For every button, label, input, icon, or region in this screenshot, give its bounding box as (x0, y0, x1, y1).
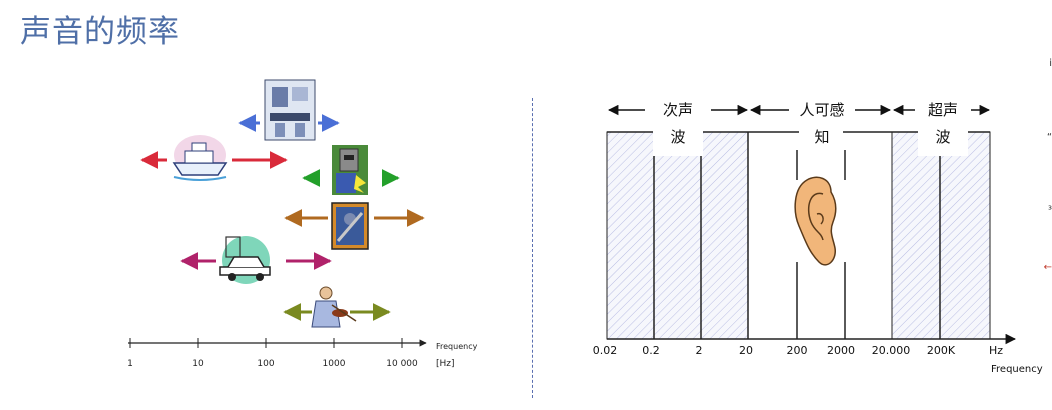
tick-label: 0.02 (593, 344, 618, 357)
axis-unit: [Hz] (436, 359, 455, 369)
page-title: 声音的频率 (20, 14, 180, 50)
frequency-ranges-svg: 次声 波 人可感 知 超声 波 0.02 0.2 2 20 200 2000 2… (593, 101, 1043, 375)
infrasound-label-line2: 波 (670, 128, 685, 146)
tick-label: 0.2 (642, 344, 660, 357)
infrasound-label-line1: 次声 (663, 101, 693, 119)
ultrasound-label-line2: 波 (935, 128, 950, 146)
axis-label: Frequency (436, 342, 478, 351)
noise-sources-chart: 1 10 100 1000 10 000 Frequency [Hz] (110, 75, 490, 375)
ultrasound-zone (891, 131, 991, 340)
worker-icon (331, 202, 369, 250)
infrasound-zone (606, 131, 749, 340)
edge-glyph: “ (1046, 132, 1052, 143)
ship-icon (172, 135, 228, 181)
tick-label: 200K (927, 344, 956, 357)
welder-icon (332, 145, 368, 195)
tick-label: 20.000 (872, 344, 911, 357)
tick-label: Hz (989, 344, 1003, 357)
tick-label: 2000 (827, 344, 855, 357)
tick-label: 200 (787, 344, 808, 357)
tick-label: 100 (257, 359, 274, 369)
edge-glyph: ³ (1047, 205, 1052, 216)
axis-ticks (129, 338, 403, 348)
ear-icon (794, 176, 837, 266)
tick-label: 20 (739, 344, 753, 357)
violinist-icon (311, 286, 357, 328)
robot-icon (264, 79, 316, 141)
tick-label: 1000 (323, 359, 346, 369)
tick-label: 2 (696, 344, 703, 357)
edge-glyph: ← (1043, 262, 1052, 273)
ultrasound-label-line1: 超声 (928, 101, 958, 119)
tick-label: 1 (127, 359, 133, 369)
car-icon (219, 236, 271, 284)
audible-label-line1: 人可感 (799, 101, 844, 119)
tick-label: 10 000 (386, 359, 418, 369)
edge-glyph: i (1049, 58, 1052, 69)
tick-label: 10 (192, 359, 204, 369)
noise-sources-svg: 1 10 100 1000 10 000 Frequency [Hz] (127, 79, 478, 369)
panel-divider (532, 98, 533, 398)
audible-label-line2: 知 (814, 128, 829, 146)
axis-label: Frequency (991, 364, 1043, 375)
frequency-ranges-chart: 次声 波 人可感 知 超声 波 0.02 0.2 2 20 200 2000 2… (585, 90, 1052, 390)
